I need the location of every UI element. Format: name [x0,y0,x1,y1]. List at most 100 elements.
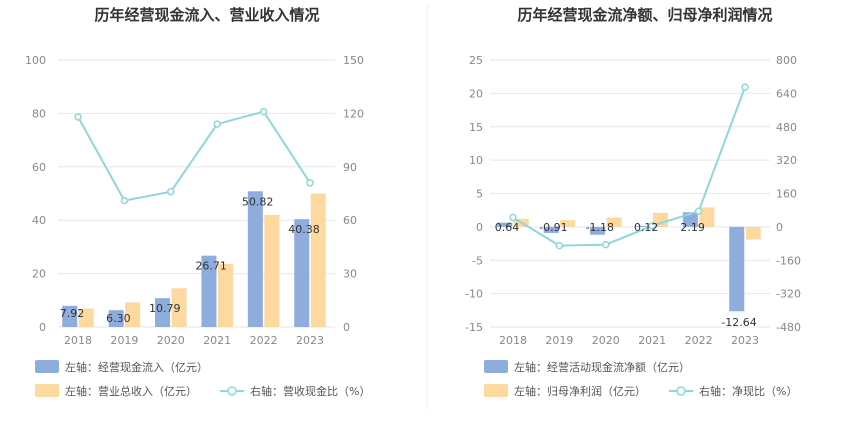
right-axis-tick-label: 480 [776,121,797,134]
legend-swatch-marker [676,386,686,396]
x-axis-tick-label: 2019 [110,334,138,347]
x-axis-tick-label: 2018 [499,334,527,347]
bar [560,220,576,227]
bar [171,288,187,327]
left-axis-tick-label: 80 [32,107,46,120]
bar [729,226,745,312]
left-axis-tick-label: 0 [39,321,46,334]
data-label: 7.92 [60,307,85,320]
left-axis-tick-label: 40 [32,214,46,227]
right-axis-tick-label: 320 [776,154,797,167]
bar [294,219,310,327]
right-axis-tick-label: 90 [343,161,357,174]
x-axis-tick-label: 2019 [545,334,573,347]
data-label: 40.38 [288,223,320,236]
bar [310,193,326,327]
bar [201,255,217,327]
line-point [213,120,221,128]
legend-swatch [35,360,59,373]
line-point [74,113,82,121]
bar [497,222,513,227]
legend-swatch [484,360,508,373]
bar [543,226,559,233]
left-axis-tick-label: 10 [469,154,483,167]
legend-label: 左轴：营业总收入（亿元） [65,384,197,398]
data-label: -0.91 [539,221,567,234]
bar [636,226,652,227]
line-point [741,83,749,91]
bar [590,226,606,235]
legend-label: 左轴：归母净利润（亿元） [514,384,646,398]
x-axis-tick-label: 2020 [592,334,620,347]
bar [699,207,715,227]
right-axis-tick-label: 60 [343,214,357,227]
left-axis-tick-label: 0 [476,221,483,234]
legend-swatch [484,384,508,397]
bar [108,310,124,327]
data-label: -1.18 [586,221,614,234]
right-axis-tick-label: 150 [343,54,364,67]
right-axis-tick-label: 0 [776,221,783,234]
line-point [120,196,129,205]
x-axis-tick-label: 2023 [731,334,759,347]
chart-title: 历年经营现金流入、营业收入情况 [94,6,319,24]
line-point [602,240,610,249]
data-label: 6.30 [106,312,131,325]
bar [247,191,263,327]
line-point [167,187,175,196]
bar [264,214,280,327]
bar [78,308,94,327]
series-line [77,110,311,202]
line-point [694,207,703,215]
left-axis-tick-label: 20 [469,87,483,100]
x-axis-tick-label: 2020 [157,334,185,347]
left-axis-tick-label: -5 [472,254,483,267]
right-axis-tick-label: 640 [776,87,797,100]
series-line [512,86,746,247]
legend-label: 右轴：营收现金比（%） [250,384,370,398]
right-axis-tick-label: 120 [343,107,364,120]
bar [155,298,171,327]
left-axis-tick-label: 25 [469,54,483,67]
data-label: 2.19 [680,221,705,234]
data-label: 26.71 [195,260,227,273]
bar [606,217,622,227]
data-label: 0.12 [634,221,659,234]
data-label: 50.82 [242,195,274,208]
bar [62,305,78,327]
right-axis-tick-label: -320 [776,288,801,301]
legend-label: 左轴：经营活动现金流净额（亿元） [514,360,690,374]
right-axis-tick-label: -160 [776,254,801,267]
right-axis-tick-label: 800 [776,54,797,67]
bar [217,263,233,327]
left-axis-tick-label: 15 [469,121,483,134]
data-label: 0.64 [495,221,520,234]
right-axis-tick-label: 160 [776,188,797,201]
right-axis-tick-label: 30 [343,268,357,281]
right-axis-tick-label: 0 [343,321,350,334]
x-axis-tick-label: 2018 [64,334,92,347]
x-axis-tick-label: 2022 [685,334,713,347]
line-point [259,107,268,116]
left-axis-tick-label: 100 [25,54,46,67]
left-axis-tick-label: 20 [32,268,46,281]
bar [125,302,141,327]
right-axis-tick-label: -480 [776,321,801,334]
x-axis-tick-label: 2023 [296,334,324,347]
line-point [648,222,656,230]
legend-label: 左轴：经营现金流入（亿元） [65,360,208,374]
line-point [306,179,314,187]
left-axis-tick-label: -15 [465,321,483,334]
bar [745,226,761,240]
legend-label: 右轴：净现比（%） [699,384,797,398]
left-axis-tick-label: 5 [476,188,483,201]
line-point [509,213,517,222]
legend-swatch-marker [227,386,237,396]
data-label: 10.79 [149,302,181,315]
x-axis-tick-label: 2022 [250,334,278,347]
x-axis-tick-label: 2021 [203,334,231,347]
line-point [555,241,564,250]
legend-swatch [35,384,59,397]
